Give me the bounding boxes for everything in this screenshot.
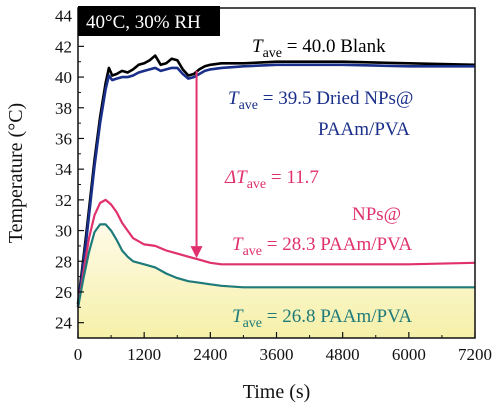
x-tick-label: 1200 <box>127 345 161 364</box>
y-tick-label: 34 <box>55 160 73 179</box>
delta-arrow-head <box>190 246 203 259</box>
y-tick-label: 42 <box>55 37 72 56</box>
annotation-value: = 28.3 <box>262 234 315 255</box>
annotation-delta: ΔTave = 11.7 <box>224 167 319 192</box>
series-line-blank <box>76 54 476 305</box>
annotation-subscript: ave <box>243 244 262 259</box>
condition-badge <box>78 6 220 36</box>
annotation-symbol: T <box>252 36 264 57</box>
annotation-value: = 40.0 <box>282 36 335 57</box>
y-axis-title: Temperature (°C) <box>5 103 27 243</box>
series-line-paam-pva <box>76 223 475 308</box>
annotation-subscript: ave <box>263 46 282 61</box>
annotation-label: Dried NPs@ <box>311 88 413 109</box>
annotation-dried: Tave = 39.5 Dried NPs@ <box>228 88 413 113</box>
annotation-symbol: ΔT <box>224 167 248 188</box>
annotation-subscript: ave <box>239 98 258 113</box>
annotation-value: = 39.5 <box>258 88 311 109</box>
annotation-value: = 11.7 <box>266 167 319 188</box>
x-axis-title: Time (s) <box>243 381 311 403</box>
y-tick-label: 36 <box>55 129 72 148</box>
axes: 0 1200 2400 3600 4800 6000 7200 24 26 28 30 32 34 36 3… <box>5 7 492 403</box>
annotation-paam: Tave = 26.8 PAAm/PVA <box>232 306 412 331</box>
annotation-value: = 26.8 <box>262 306 315 327</box>
paam-area-fill <box>78 224 475 338</box>
x-tick-label: 7200 <box>458 345 492 364</box>
y-tick-label: 28 <box>55 252 72 271</box>
annotation-nps-label-top: NPs@ <box>352 204 401 225</box>
annotation-symbol: T <box>232 234 244 255</box>
annotation-label: PAAm/PVA <box>315 306 412 327</box>
x-tick-label: 4800 <box>326 345 360 364</box>
paam-area <box>78 224 475 338</box>
x-tick-label: 6000 <box>392 345 426 364</box>
series-line-dried-nps-paam-pva <box>76 63 475 308</box>
y-tick-label: 32 <box>55 191 72 210</box>
y-tick-label: 44 <box>55 7 73 26</box>
x-tick-label: 0 <box>74 345 83 364</box>
annotation-subscript: ave <box>247 177 266 192</box>
y-tick-label: 24 <box>55 314 73 333</box>
condition-box: 40°C, 30% RH <box>78 6 220 36</box>
y-tick-label: 26 <box>55 283 72 302</box>
y-tick-label: 40 <box>55 68 72 87</box>
condition-label: 40°C, 30% RH <box>86 12 201 33</box>
y-tick-label: 38 <box>55 99 72 118</box>
annotation-nps: Tave = 28.3 PAAm/PVA <box>232 234 412 259</box>
annotation-label: PAAm/PVA <box>315 234 412 255</box>
x-tick-label: 2400 <box>193 345 227 364</box>
annotation-subscript: ave <box>243 316 262 331</box>
series-lines <box>76 54 476 308</box>
series-line-nps-paam-pva <box>76 198 476 308</box>
annotation-blank: Tave = 40.0 Blank <box>252 36 386 61</box>
y-tick-label: 30 <box>55 222 72 241</box>
annotation-symbol: T <box>228 88 240 109</box>
annotation-symbol: T <box>232 306 244 327</box>
annotation-dried-label2: PAAm/PVA <box>318 119 410 140</box>
annotation-label: Blank <box>335 36 386 57</box>
x-tick-label: 3600 <box>260 345 294 364</box>
